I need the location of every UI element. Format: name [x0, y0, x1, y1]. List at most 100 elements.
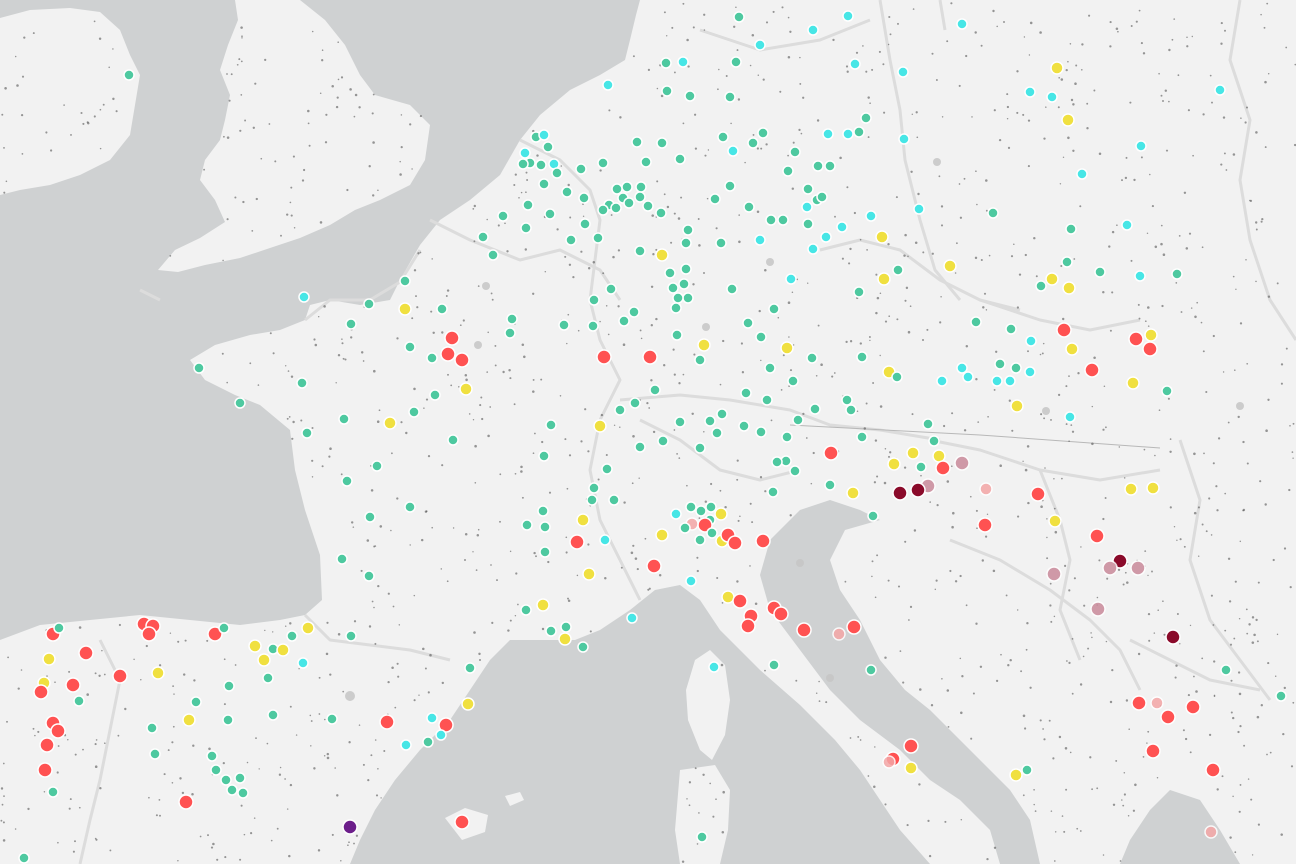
map-marker-green[interactable]: [326, 713, 338, 725]
map-marker-red[interactable]: [773, 606, 789, 622]
map-marker-red[interactable]: [596, 349, 612, 365]
map-marker-green[interactable]: [768, 303, 780, 315]
map-marker-green[interactable]: [605, 283, 617, 295]
map-marker-cyan[interactable]: [708, 661, 720, 673]
map-marker-yellow[interactable]: [904, 761, 918, 775]
map-marker-green[interactable]: [363, 570, 375, 582]
map-marker-green[interactable]: [447, 434, 459, 446]
map-marker-green[interactable]: [399, 275, 411, 287]
map-marker-cyan[interactable]: [677, 56, 689, 68]
map-marker-cyan[interactable]: [898, 133, 910, 145]
map-marker-green[interactable]: [301, 427, 313, 439]
map-marker-green[interactable]: [755, 331, 767, 343]
map-marker-green[interactable]: [915, 461, 927, 473]
map-marker-green[interactable]: [743, 201, 755, 213]
map-marker-green[interactable]: [694, 442, 706, 454]
map-marker-green[interactable]: [578, 192, 590, 204]
map-marker-green[interactable]: [223, 680, 235, 692]
map-marker-green[interactable]: [588, 294, 600, 306]
map-marker-green[interactable]: [1171, 268, 1183, 280]
map-marker-grey[interactable]: [826, 674, 834, 682]
map-marker-cyan[interactable]: [599, 534, 611, 546]
map-marker-red[interactable]: [846, 619, 862, 635]
map-marker-green[interactable]: [618, 315, 630, 327]
map-marker-green[interactable]: [577, 641, 589, 653]
map-marker-pink[interactable]: [979, 482, 993, 496]
map-marker-green[interactable]: [806, 352, 818, 364]
map-marker-green[interactable]: [680, 263, 692, 275]
map-marker-red[interactable]: [207, 626, 223, 642]
map-marker-green[interactable]: [789, 146, 801, 158]
map-marker-green[interactable]: [565, 234, 577, 246]
map-marker-yellow[interactable]: [459, 382, 473, 396]
map-marker-red[interactable]: [1128, 331, 1144, 347]
map-marker-green[interactable]: [262, 672, 274, 684]
map-marker-green[interactable]: [694, 534, 706, 546]
map-marker-yellow[interactable]: [714, 507, 728, 521]
map-marker-grey[interactable]: [766, 258, 774, 266]
map-marker-green[interactable]: [812, 160, 824, 172]
map-marker-mauve[interactable]: [1090, 601, 1106, 617]
map-marker-red[interactable]: [178, 794, 194, 810]
map-marker-green[interactable]: [657, 435, 669, 447]
map-marker-green[interactable]: [661, 85, 673, 97]
map-marker-green[interactable]: [404, 501, 416, 513]
map-marker-yellow[interactable]: [1144, 328, 1158, 342]
map-marker-cyan[interactable]: [842, 10, 854, 22]
map-marker-grey[interactable]: [702, 323, 710, 331]
map-marker-green[interactable]: [629, 397, 641, 409]
map-marker-green[interactable]: [53, 622, 65, 634]
map-marker-yellow[interactable]: [1045, 272, 1059, 286]
map-marker-green[interactable]: [1010, 362, 1022, 374]
map-marker-green[interactable]: [649, 384, 661, 396]
map-marker-green[interactable]: [210, 764, 222, 776]
map-marker-pink[interactable]: [832, 627, 846, 641]
map-marker-green[interactable]: [856, 351, 868, 363]
map-marker-green[interactable]: [1035, 280, 1047, 292]
map-marker-green[interactable]: [341, 475, 353, 487]
map-marker-green[interactable]: [345, 318, 357, 330]
map-marker-cyan[interactable]: [1046, 91, 1058, 103]
map-marker-red[interactable]: [1205, 762, 1221, 778]
map-marker-yellow[interactable]: [276, 643, 290, 657]
map-marker-red[interactable]: [141, 626, 157, 642]
map-marker-green[interactable]: [696, 831, 708, 843]
map-marker-grey[interactable]: [1236, 402, 1244, 410]
map-marker-green[interactable]: [520, 222, 532, 234]
map-marker-green[interactable]: [706, 527, 718, 539]
map-marker-green[interactable]: [521, 519, 533, 531]
map-marker-yellow[interactable]: [1010, 399, 1024, 413]
map-marker-green[interactable]: [684, 90, 696, 102]
map-marker-red[interactable]: [740, 618, 756, 634]
map-marker-grey[interactable]: [1042, 407, 1050, 415]
map-marker-red[interactable]: [379, 714, 395, 730]
map-marker-mauve[interactable]: [1130, 560, 1146, 576]
map-marker-cyan[interactable]: [519, 147, 531, 159]
map-marker-green[interactable]: [922, 418, 934, 430]
map-marker-green[interactable]: [853, 126, 865, 138]
map-marker-yellow[interactable]: [943, 259, 957, 273]
map-marker-cyan[interactable]: [801, 201, 813, 213]
map-marker-green[interactable]: [856, 431, 868, 443]
map-marker-cyan[interactable]: [727, 145, 739, 157]
map-marker-yellow[interactable]: [1009, 768, 1023, 782]
map-marker-green[interactable]: [742, 317, 754, 329]
map-marker-green[interactable]: [685, 501, 697, 513]
map-marker-yellow[interactable]: [1146, 481, 1160, 495]
map-marker-green[interactable]: [771, 456, 783, 468]
map-marker-green[interactable]: [671, 329, 683, 341]
map-marker-yellow[interactable]: [257, 653, 271, 667]
map-marker-green[interactable]: [588, 482, 600, 494]
map-marker-red[interactable]: [646, 558, 662, 574]
map-marker-yellow[interactable]: [576, 513, 590, 527]
map-marker-cyan[interactable]: [1214, 84, 1226, 96]
map-marker-red[interactable]: [1030, 486, 1046, 502]
map-marker-red[interactable]: [454, 814, 470, 830]
map-marker-green[interactable]: [768, 659, 780, 671]
map-marker-green[interactable]: [1275, 690, 1287, 702]
map-marker-yellow[interactable]: [846, 486, 860, 500]
map-marker-green[interactable]: [845, 404, 857, 416]
map-marker-cyan[interactable]: [298, 291, 310, 303]
map-marker-green[interactable]: [765, 214, 777, 226]
